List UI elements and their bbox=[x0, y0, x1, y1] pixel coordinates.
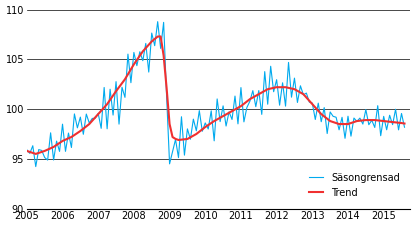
Säsongrensad bbox=[25, 148, 30, 151]
Trend bbox=[402, 122, 407, 125]
Line: Säsongrensad: Säsongrensad bbox=[27, 22, 404, 167]
Trend bbox=[185, 138, 190, 140]
Trend bbox=[33, 153, 38, 155]
Trend bbox=[354, 120, 359, 122]
Legend: Säsongrensad, Trend: Säsongrensad, Trend bbox=[307, 171, 402, 200]
Säsongrensad bbox=[227, 111, 232, 113]
Säsongrensad bbox=[170, 150, 175, 153]
Trend bbox=[390, 121, 395, 123]
Trend bbox=[158, 35, 163, 38]
Säsongrensad bbox=[33, 165, 38, 168]
Säsongrensad bbox=[402, 126, 407, 128]
Trend bbox=[227, 111, 232, 114]
Säsongrensad bbox=[185, 128, 190, 130]
Trend bbox=[119, 82, 124, 85]
Säsongrensad bbox=[155, 20, 160, 23]
Säsongrensad bbox=[390, 123, 395, 126]
Trend bbox=[25, 150, 30, 152]
Säsongrensad bbox=[119, 86, 124, 89]
Säsongrensad bbox=[354, 120, 359, 123]
Trend bbox=[170, 136, 175, 138]
Line: Trend: Trend bbox=[27, 37, 404, 154]
